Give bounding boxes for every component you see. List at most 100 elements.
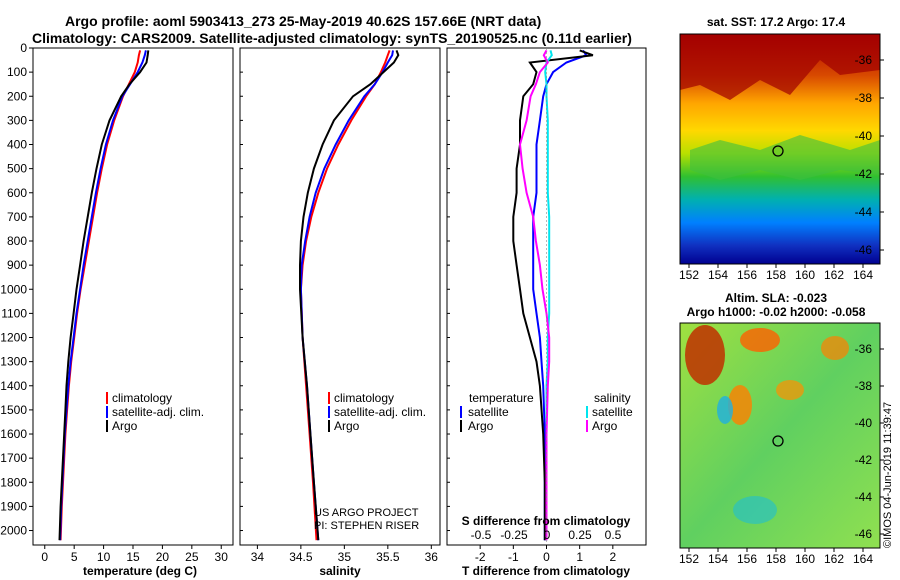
legend-swatch-climatology — [328, 392, 330, 404]
lat-tick-label: -38 — [855, 91, 873, 105]
pi-annotation: PI: STEPHEN RISER — [314, 520, 419, 532]
lat-tick-label: -36 — [855, 342, 873, 356]
s-tick-label: 0.25 — [568, 528, 592, 542]
x-tick-label: 20 — [156, 550, 170, 564]
depth-tick-label: 900 — [7, 258, 27, 272]
x-tick-label: 10 — [97, 550, 111, 564]
sla-eddy — [717, 396, 733, 424]
sst-map-frame — [679, 33, 881, 265]
sla-eddy — [776, 380, 804, 400]
lon-tick-label: 160 — [795, 268, 815, 282]
difference-series-group — [512, 48, 594, 545]
figure-title-line2: Climatology: CARS2009. Satellite-adjuste… — [32, 30, 632, 46]
depth-tick-label: 1900 — [0, 499, 27, 513]
salinity-difference-legend: salinity satellite Argo — [586, 391, 633, 433]
x-tick-label: 1 — [576, 550, 583, 564]
legend-swatch-t-satellite — [460, 406, 462, 418]
salinity-x-axis: 34 34.5 35 35.5 36 — [240, 47, 439, 564]
x-tick-label: 35.5 — [376, 550, 400, 564]
lat-tick-label: -40 — [855, 416, 873, 430]
lon-tick-label: 160 — [795, 552, 815, 566]
sla-eddy — [685, 325, 725, 385]
legend-label-satellite: satellite-adj. clim. — [112, 405, 204, 419]
depth-tick-label: 800 — [7, 234, 27, 248]
temperature-x-label: temperature (deg C) — [83, 564, 197, 578]
lon-tick-label: 164 — [853, 268, 873, 282]
legend-label-t-argo: Argo — [468, 419, 494, 433]
x-tick-label: 34.5 — [289, 550, 313, 564]
sla-map-frame — [679, 322, 881, 549]
salinity-series-group — [299, 50, 400, 541]
lon-tick-label: 158 — [766, 268, 786, 282]
argo-location-marker — [772, 145, 784, 157]
series-line-climatology — [59, 50, 142, 541]
legend-label-argo: Argo — [112, 419, 138, 433]
sla-map-subtitle: Argo h1000: -0.02 h2000: -0.058 — [687, 305, 866, 319]
legend-label-satellite: satellite-adj. clim. — [334, 405, 426, 419]
legend-swatch-s-satellite — [586, 406, 588, 418]
legend-swatch-argo — [328, 420, 330, 432]
depth-tick-label: 0 — [20, 41, 27, 55]
sla-map: Altim. SLA: -0.023 Argo h1000: -0.02 h20… — [679, 291, 884, 566]
figure-title-line1: Argo profile: aoml 5903413_273 25-May-20… — [65, 13, 542, 29]
salinity-plot-frame — [239, 47, 441, 546]
series-line-climatology — [299, 50, 391, 541]
salinity-x-label: salinity — [319, 564, 361, 578]
lat-tick-label: -42 — [855, 167, 873, 181]
sst-warm-region — [680, 34, 880, 100]
s-tick-label: 0.5 — [605, 528, 622, 542]
lon-tick-label: 152 — [679, 268, 699, 282]
legend-label-s-argo: Argo — [592, 419, 618, 433]
s-tick-label: -0.5 — [471, 528, 492, 542]
s-difference-label: S difference from climatology — [462, 514, 631, 528]
legend-label-s-satellite: satellite — [592, 405, 633, 419]
x-tick-label: 34 — [251, 550, 265, 564]
sla-map-title: Altim. SLA: -0.023 — [725, 291, 827, 305]
depth-tick-label: 100 — [7, 65, 27, 79]
sst-lon-axis: 152 154 156 158 160 162 164 — [679, 264, 873, 282]
sla-lon-axis: 152 154 156 158 160 162 164 — [679, 548, 873, 566]
depth-tick-label: 1400 — [0, 379, 27, 393]
legend-label-climatology: climatology — [112, 391, 172, 405]
sst-map-title: sat. SST: 17.2 Argo: 17.4 — [707, 15, 846, 29]
sla-eddy — [740, 328, 780, 352]
lat-tick-label: -46 — [855, 243, 873, 257]
depth-tick-label: 2000 — [0, 524, 27, 538]
legend-swatch-s-argo — [586, 420, 588, 432]
lat-tick-label: -40 — [855, 129, 873, 143]
lat-tick-label: -36 — [855, 53, 873, 67]
argo-location-marker — [772, 435, 784, 447]
depth-tick-label: 1800 — [0, 475, 27, 489]
x-tick-label: 30 — [215, 550, 229, 564]
depth-tick-label: 1000 — [0, 282, 27, 296]
difference-profile-panel: -2 -1 0 1 2 S difference from climatology -0… — [446, 47, 647, 578]
x-tick-label: 15 — [126, 550, 140, 564]
lon-tick-label: 162 — [824, 268, 844, 282]
legend-title-temperature: temperature — [469, 391, 534, 405]
x-tick-label: 5 — [71, 550, 78, 564]
x-tick-label: -1 — [508, 550, 519, 564]
legend-label-argo: Argo — [334, 419, 360, 433]
x-tick-label: 36 — [425, 550, 439, 564]
legend-label-climatology: climatology — [334, 391, 394, 405]
legend-swatch-climatology — [106, 392, 108, 404]
sla-eddy — [733, 496, 777, 524]
lon-tick-label: 154 — [708, 552, 728, 566]
legend-swatch-t-argo — [460, 420, 462, 432]
depth-axis: 0 100 200 300 400 500 600 700 800 900 1000 1100 1200… — [0, 41, 33, 538]
series-line-argo — [518, 49, 551, 541]
depth-tick-label: 1300 — [0, 355, 27, 369]
lon-tick-label: 164 — [853, 552, 873, 566]
x-tick-label: 25 — [185, 550, 199, 564]
series-line-satellite — [532, 49, 588, 541]
x-tick-label: -2 — [475, 550, 486, 564]
lat-tick-label: -44 — [855, 205, 873, 219]
x-tick-label: 0 — [543, 550, 550, 564]
series-line-satellite-adj--clim- — [59, 50, 147, 541]
sst-front-region — [690, 135, 880, 180]
salinity-legend: climatology satellite-adj. clim. Argo — [328, 391, 426, 433]
series-line-satellite-adj--clim- — [299, 50, 394, 541]
series-line-argo — [512, 49, 594, 541]
lon-tick-label: 156 — [737, 268, 757, 282]
